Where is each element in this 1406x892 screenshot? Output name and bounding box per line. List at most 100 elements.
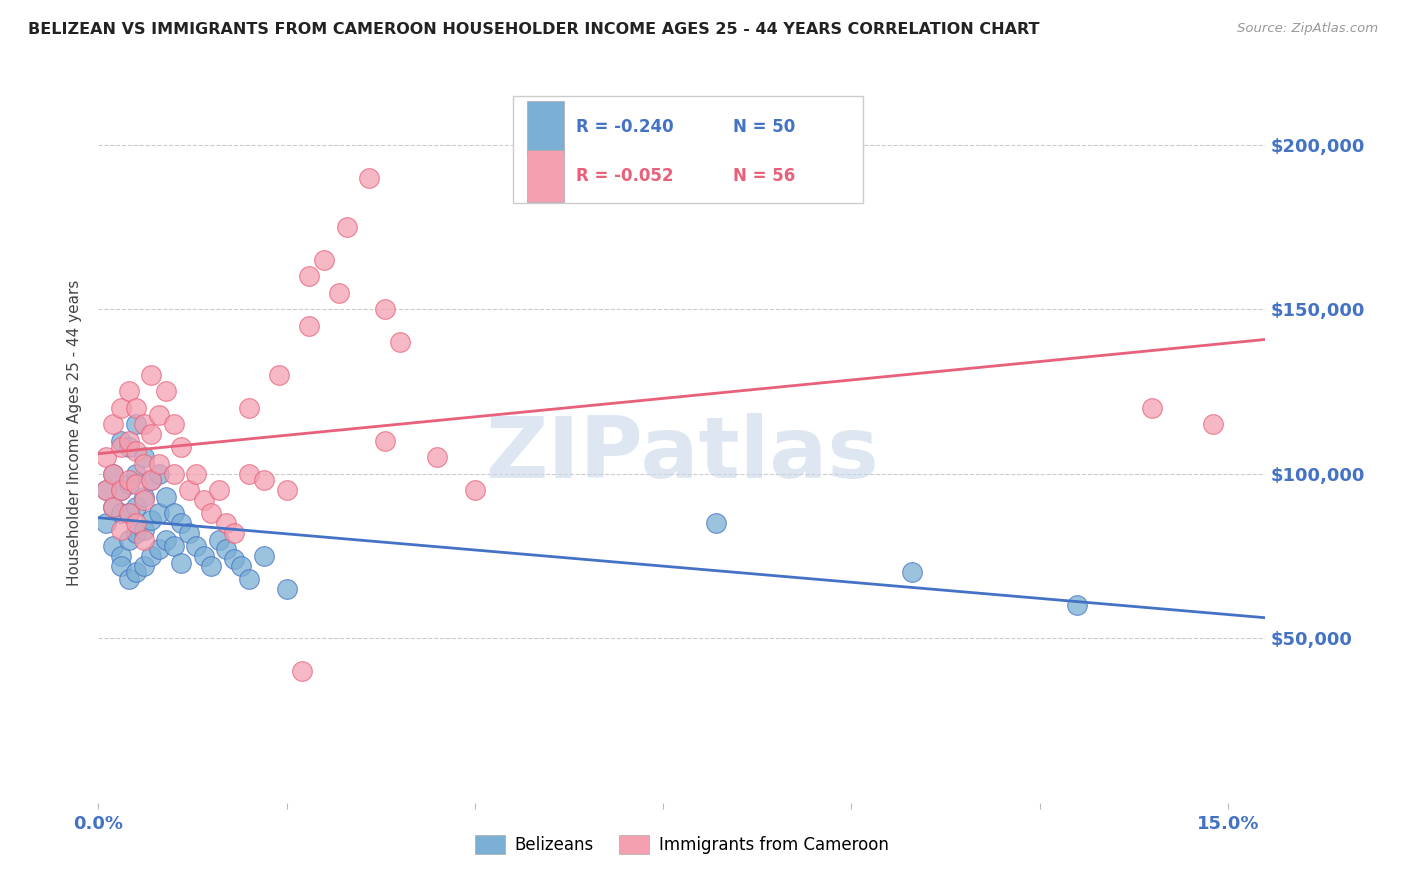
- Text: ZIPatlas: ZIPatlas: [485, 413, 879, 496]
- Point: [163, 506, 186, 520]
- Point: [1142, 401, 1164, 415]
- Point: [170, 516, 193, 530]
- Point: [1066, 599, 1088, 613]
- Point: [336, 219, 359, 234]
- Point: [163, 539, 186, 553]
- Point: [110, 483, 132, 498]
- Point: [900, 566, 922, 580]
- Point: [139, 473, 162, 487]
- Point: [125, 443, 148, 458]
- Point: [132, 490, 155, 504]
- Point: [139, 427, 162, 442]
- Point: [103, 467, 125, 481]
- Point: [110, 506, 132, 520]
- Point: [163, 417, 186, 432]
- Point: [125, 516, 148, 530]
- Point: [314, 252, 336, 267]
- Legend: Belizeans, Immigrants from Cameroon: Belizeans, Immigrants from Cameroon: [468, 829, 896, 861]
- Point: [328, 285, 350, 300]
- Point: [177, 526, 200, 541]
- Point: [276, 582, 298, 596]
- Point: [139, 368, 162, 382]
- Point: [125, 417, 148, 432]
- Point: [177, 483, 200, 498]
- Point: [215, 516, 238, 530]
- Point: [117, 506, 139, 520]
- Point: [103, 500, 125, 514]
- Point: [193, 549, 215, 563]
- Point: [200, 506, 222, 520]
- FancyBboxPatch shape: [527, 101, 564, 153]
- Point: [132, 417, 155, 432]
- Point: [426, 450, 449, 465]
- Point: [269, 368, 291, 382]
- Point: [132, 558, 155, 573]
- Point: [170, 441, 193, 455]
- Point: [103, 500, 125, 514]
- Point: [125, 401, 148, 415]
- Point: [148, 457, 170, 471]
- Point: [148, 506, 170, 520]
- Point: [103, 539, 125, 553]
- Point: [110, 483, 132, 498]
- Point: [117, 441, 139, 455]
- Text: R = -0.240: R = -0.240: [575, 118, 673, 136]
- Point: [359, 170, 381, 185]
- Point: [186, 467, 208, 481]
- Point: [125, 476, 148, 491]
- Point: [163, 467, 186, 481]
- Point: [155, 533, 177, 547]
- Point: [117, 506, 139, 520]
- Point: [132, 450, 155, 465]
- Point: [208, 533, 231, 547]
- Point: [139, 549, 162, 563]
- Point: [388, 335, 411, 350]
- Point: [117, 384, 139, 399]
- Point: [231, 558, 253, 573]
- Text: N = 50: N = 50: [734, 118, 796, 136]
- FancyBboxPatch shape: [513, 95, 863, 203]
- Text: Source: ZipAtlas.com: Source: ZipAtlas.com: [1237, 22, 1378, 36]
- Point: [291, 664, 314, 678]
- Point: [117, 476, 139, 491]
- Point: [125, 526, 148, 541]
- Point: [148, 542, 170, 557]
- Point: [155, 490, 177, 504]
- Point: [148, 467, 170, 481]
- Point: [110, 401, 132, 415]
- Point: [132, 457, 155, 471]
- Point: [170, 556, 193, 570]
- Point: [1202, 417, 1225, 432]
- Point: [110, 558, 132, 573]
- Point: [222, 552, 245, 566]
- Point: [94, 516, 117, 530]
- Point: [132, 523, 155, 537]
- Text: BELIZEAN VS IMMIGRANTS FROM CAMEROON HOUSEHOLDER INCOME AGES 25 - 44 YEARS CORRE: BELIZEAN VS IMMIGRANTS FROM CAMEROON HOU…: [28, 22, 1039, 37]
- Text: N = 56: N = 56: [734, 167, 796, 185]
- Point: [110, 549, 132, 563]
- Point: [125, 566, 148, 580]
- Point: [464, 483, 486, 498]
- FancyBboxPatch shape: [527, 150, 564, 202]
- Point: [193, 493, 215, 508]
- Point: [238, 467, 260, 481]
- Point: [117, 572, 139, 586]
- Point: [139, 473, 162, 487]
- Point: [132, 493, 155, 508]
- Point: [117, 434, 139, 448]
- Point: [94, 450, 117, 465]
- Point: [253, 549, 276, 563]
- Point: [94, 483, 117, 498]
- Point: [110, 434, 132, 448]
- Point: [298, 269, 321, 284]
- Point: [222, 526, 245, 541]
- Point: [155, 384, 177, 399]
- Point: [704, 516, 727, 530]
- Point: [103, 417, 125, 432]
- Point: [298, 318, 321, 333]
- Point: [276, 483, 298, 498]
- Point: [208, 483, 231, 498]
- Point: [117, 473, 139, 487]
- Point: [103, 467, 125, 481]
- Point: [238, 401, 260, 415]
